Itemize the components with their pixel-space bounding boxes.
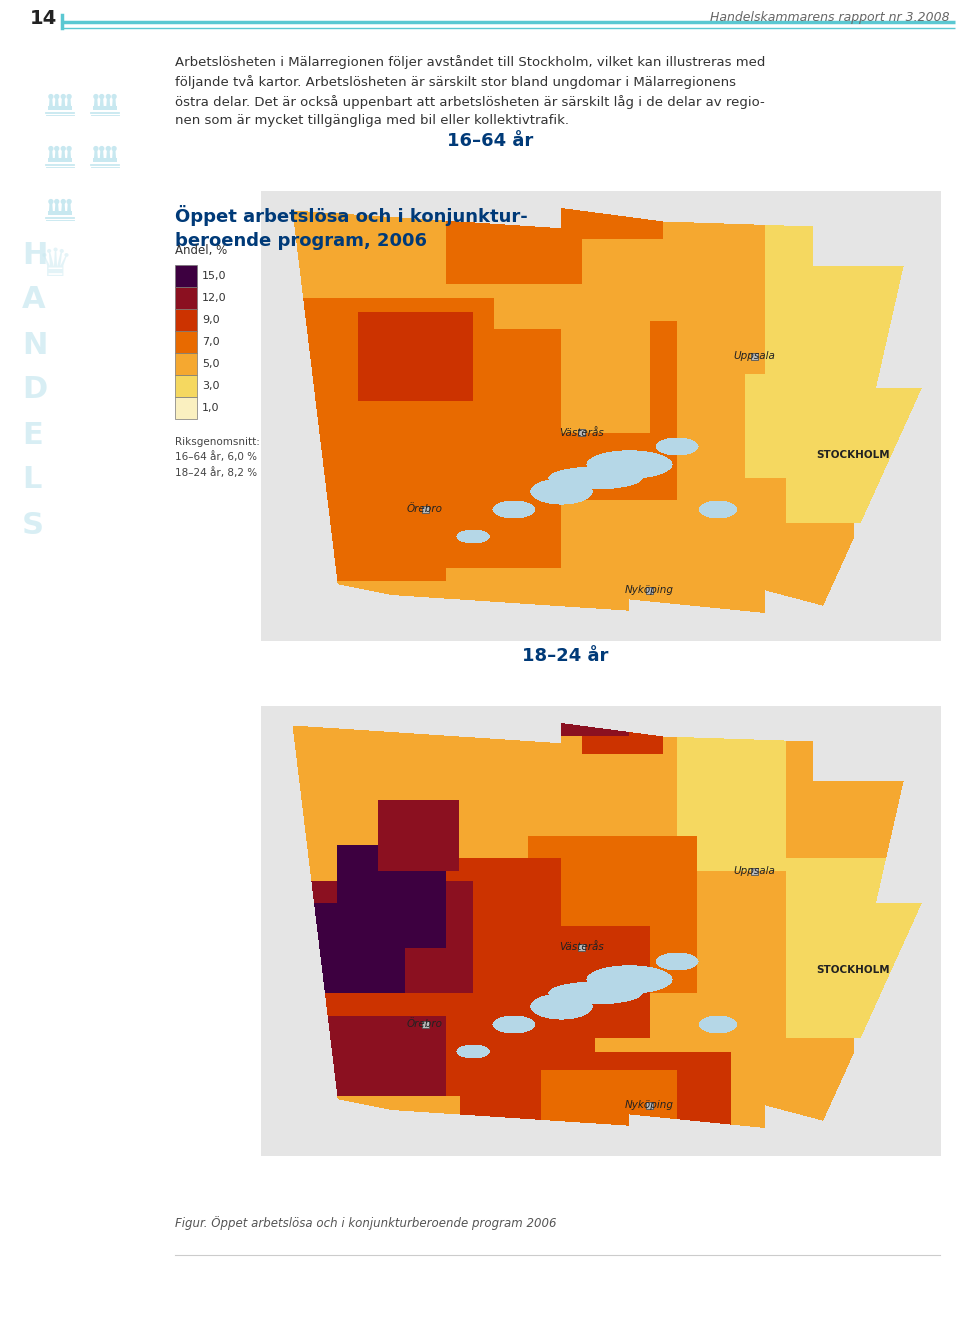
Bar — [421, 1020, 428, 1027]
Text: Västerås: Västerås — [559, 942, 604, 953]
Circle shape — [61, 147, 65, 151]
Bar — [752, 352, 758, 359]
Polygon shape — [48, 211, 72, 215]
Circle shape — [49, 94, 53, 98]
Text: Öppet arbetslösa och i konjunktur-
beroende program, 2006: Öppet arbetslösa och i konjunktur- beroe… — [175, 205, 528, 249]
Polygon shape — [100, 150, 104, 158]
Circle shape — [61, 200, 65, 204]
Polygon shape — [107, 150, 110, 158]
Text: 16–64 år: 16–64 år — [446, 132, 533, 150]
Polygon shape — [94, 150, 98, 158]
Circle shape — [55, 147, 59, 151]
Polygon shape — [55, 97, 59, 106]
Bar — [421, 506, 428, 513]
Polygon shape — [49, 150, 53, 158]
Text: Uppsala: Uppsala — [733, 351, 776, 360]
Polygon shape — [107, 97, 110, 106]
Text: STOCKHOLM: STOCKHOLM — [817, 451, 890, 460]
Text: Arbetslösheten i Mälarregionen följer avståndet till Stockholm, vilket kan illus: Arbetslösheten i Mälarregionen följer av… — [175, 56, 765, 127]
Circle shape — [49, 200, 53, 204]
Text: 3,0: 3,0 — [202, 382, 220, 391]
Polygon shape — [100, 97, 104, 106]
Polygon shape — [49, 97, 53, 106]
Text: H: H — [22, 241, 47, 269]
Text: Uppsala: Uppsala — [733, 867, 776, 876]
Bar — [175, 375, 197, 398]
Text: Riksgenomsnitt:
16–64 år, 6,0 %
18–24 år, 8,2 %: Riksgenomsnitt: 16–64 år, 6,0 % 18–24 år… — [175, 437, 260, 478]
Bar — [175, 309, 197, 331]
Circle shape — [67, 200, 71, 204]
Text: 14: 14 — [30, 8, 58, 28]
Text: 5,0: 5,0 — [202, 359, 220, 368]
Polygon shape — [67, 150, 71, 158]
Text: ♛: ♛ — [37, 246, 72, 284]
Bar — [175, 352, 197, 375]
Circle shape — [100, 147, 104, 151]
Polygon shape — [67, 97, 71, 106]
Circle shape — [94, 94, 98, 98]
Polygon shape — [112, 97, 116, 106]
Text: Nyköping: Nyköping — [625, 1100, 674, 1110]
Polygon shape — [48, 158, 72, 162]
Bar — [175, 398, 197, 419]
Text: Andel, %: Andel, % — [175, 244, 228, 257]
Text: Nyköping: Nyköping — [625, 586, 674, 595]
Bar — [175, 331, 197, 352]
Bar — [578, 429, 585, 436]
Text: 7,0: 7,0 — [202, 337, 220, 347]
Polygon shape — [67, 203, 71, 211]
Text: 9,0: 9,0 — [202, 315, 220, 325]
Circle shape — [49, 147, 53, 151]
Text: Örebro: Örebro — [407, 504, 443, 514]
Polygon shape — [55, 150, 59, 158]
Circle shape — [61, 94, 65, 98]
Bar — [175, 265, 197, 288]
Polygon shape — [49, 203, 53, 211]
Circle shape — [67, 147, 71, 151]
Polygon shape — [94, 97, 98, 106]
Text: 18–24 år: 18–24 år — [522, 647, 609, 665]
Circle shape — [94, 147, 98, 151]
Circle shape — [67, 94, 71, 98]
Text: A: A — [22, 285, 46, 314]
Polygon shape — [61, 150, 65, 158]
Polygon shape — [61, 203, 65, 211]
Polygon shape — [112, 150, 116, 158]
Text: L: L — [22, 465, 41, 494]
Circle shape — [55, 200, 59, 204]
Text: Örebro: Örebro — [407, 1019, 443, 1030]
Text: Figur. Öppet arbetslösa och i konjunkturberoende program 2006: Figur. Öppet arbetslösa och i konjunktur… — [175, 1216, 557, 1230]
Text: 15,0: 15,0 — [202, 272, 227, 281]
Text: D: D — [22, 375, 47, 404]
Bar — [261, 191, 941, 641]
Circle shape — [55, 94, 59, 98]
Circle shape — [112, 94, 116, 98]
Polygon shape — [61, 97, 65, 106]
Text: N: N — [22, 330, 47, 359]
Bar — [578, 943, 585, 951]
Circle shape — [112, 147, 116, 151]
Circle shape — [107, 94, 110, 98]
Text: Handelskammarens rapport nr 3.2008: Handelskammarens rapport nr 3.2008 — [710, 11, 950, 24]
Bar — [175, 288, 197, 309]
Polygon shape — [93, 106, 117, 110]
Text: 1,0: 1,0 — [202, 403, 220, 413]
Circle shape — [107, 147, 110, 151]
Polygon shape — [55, 203, 59, 211]
Bar — [752, 868, 758, 874]
Bar — [261, 706, 941, 1155]
Text: Västerås: Västerås — [559, 428, 604, 437]
Text: S: S — [22, 510, 44, 539]
Text: STOCKHOLM: STOCKHOLM — [817, 965, 890, 975]
Circle shape — [100, 94, 104, 98]
Bar — [646, 1101, 653, 1109]
Text: E: E — [22, 420, 43, 449]
Polygon shape — [93, 158, 117, 162]
Text: 12,0: 12,0 — [202, 293, 227, 303]
Polygon shape — [48, 106, 72, 110]
Bar — [646, 587, 653, 594]
